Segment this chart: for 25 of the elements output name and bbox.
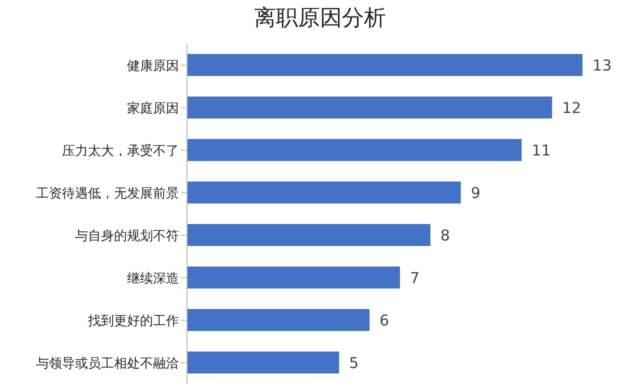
bar	[187, 309, 370, 331]
data-label: 6	[380, 311, 390, 330]
bar	[187, 224, 430, 246]
bar	[187, 266, 400, 288]
y-tick-label: 找到更好的工作	[87, 314, 179, 329]
bar	[187, 96, 552, 118]
bar	[187, 54, 583, 76]
data-label: 9	[470, 184, 480, 202]
data-label: 13	[592, 56, 612, 74]
chart-title: 离职原因分析	[253, 5, 387, 33]
data-label: 12	[562, 98, 582, 117]
data-label: 8	[440, 226, 450, 244]
bar	[187, 182, 461, 204]
bar	[187, 352, 340, 374]
y-tick-label: 与领导或员工相处不融洽	[36, 356, 179, 372]
y-tick-label: 压力太大，承受不了	[62, 144, 179, 159]
y-tick-label: 工资待遇低，无发展前景	[36, 186, 179, 202]
data-label: 11	[532, 141, 551, 160]
y-tick-label: 与自身的规划不符	[75, 228, 179, 244]
y-tick-label: 家庭原因	[127, 100, 179, 116]
data-label: 7	[410, 268, 420, 287]
y-tick-label: 继续深造	[127, 271, 179, 286]
data-label: 5	[349, 354, 359, 372]
y-tick-label: 健康原因	[127, 58, 179, 74]
bar	[187, 139, 522, 161]
